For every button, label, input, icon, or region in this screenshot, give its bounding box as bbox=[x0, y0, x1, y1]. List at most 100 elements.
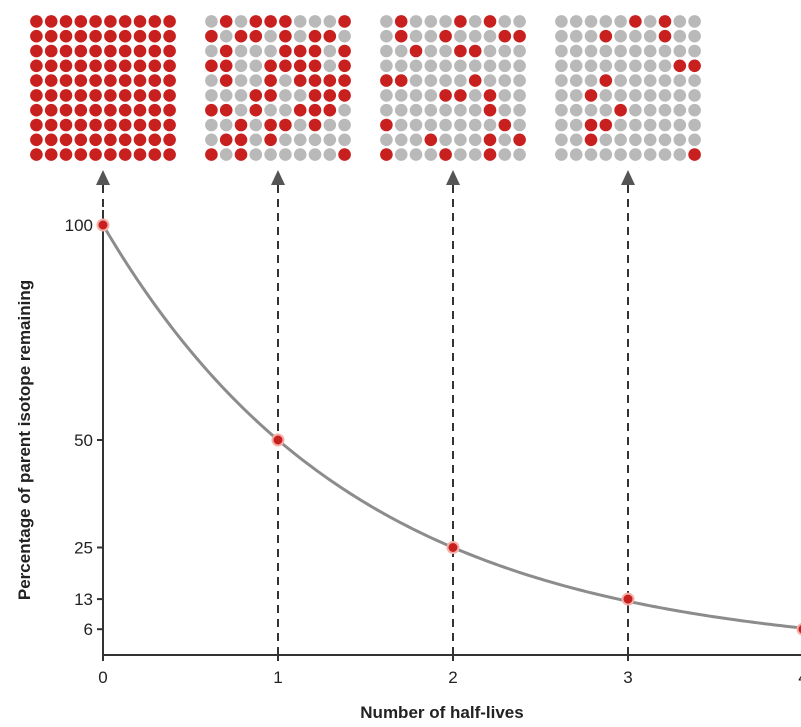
daughter-atom bbox=[424, 29, 438, 43]
y-tick-label: 25 bbox=[74, 539, 93, 558]
parent-atom bbox=[163, 59, 176, 73]
daughter-atom bbox=[555, 74, 568, 87]
parent-atom bbox=[483, 89, 497, 102]
daughter-atom bbox=[323, 15, 337, 28]
parent-atom bbox=[44, 44, 58, 58]
parent-atom bbox=[234, 29, 248, 43]
parent-atom bbox=[89, 89, 102, 102]
parent-atom bbox=[74, 29, 88, 43]
x-tick-label: 3 bbox=[623, 668, 632, 687]
atom-grids bbox=[30, 15, 701, 161]
daughter-atom bbox=[439, 59, 452, 73]
parent-atom bbox=[599, 118, 613, 132]
parent-atom bbox=[74, 148, 88, 161]
daughter-atom bbox=[468, 133, 482, 147]
parent-atom bbox=[279, 59, 292, 73]
parent-atom bbox=[30, 74, 43, 87]
parent-atom bbox=[338, 74, 351, 87]
parent-atom bbox=[89, 44, 102, 58]
daughter-atom bbox=[293, 15, 307, 28]
parent-atom bbox=[308, 89, 322, 102]
daughter-atom bbox=[424, 118, 438, 132]
daughter-atom bbox=[513, 15, 526, 28]
parent-atom bbox=[439, 29, 452, 43]
daughter-atom bbox=[555, 103, 568, 117]
daughter-atom bbox=[409, 15, 423, 28]
parent-atom bbox=[219, 133, 233, 147]
parent-atom bbox=[74, 118, 88, 132]
parent-atom bbox=[118, 15, 132, 28]
daughter-atom bbox=[454, 148, 467, 161]
parent-atom bbox=[599, 29, 613, 43]
daughter-atom bbox=[569, 15, 583, 28]
daughter-atom bbox=[614, 59, 627, 73]
parent-atom bbox=[118, 44, 132, 58]
daughter-atom bbox=[234, 89, 248, 102]
daughter-atom bbox=[555, 59, 568, 73]
data-point bbox=[446, 541, 460, 554]
daughter-atom bbox=[643, 148, 657, 161]
parent-atom bbox=[148, 89, 162, 102]
daughter-atom bbox=[584, 44, 598, 58]
parent-atom bbox=[118, 74, 132, 87]
daughter-atom bbox=[614, 29, 627, 43]
x-tick-label: 4 bbox=[798, 668, 801, 687]
daughter-atom bbox=[555, 133, 568, 147]
parent-atom bbox=[454, 15, 467, 28]
parent-atom bbox=[409, 44, 423, 58]
parent-atom bbox=[104, 15, 117, 28]
parent-atom bbox=[658, 29, 672, 43]
daughter-atom bbox=[234, 15, 248, 28]
parent-atom bbox=[380, 118, 393, 132]
daughter-atom bbox=[555, 89, 568, 102]
daughter-atom bbox=[380, 15, 393, 28]
daughter-atom bbox=[234, 74, 248, 87]
parent-atom bbox=[118, 29, 132, 43]
daughter-atom bbox=[483, 74, 497, 87]
daughter-atom bbox=[279, 148, 292, 161]
daughter-atom bbox=[424, 44, 438, 58]
parent-atom bbox=[74, 44, 88, 58]
daughter-atom bbox=[688, 133, 701, 147]
daughter-atom bbox=[629, 74, 642, 87]
parent-atom bbox=[249, 103, 263, 117]
parent-atom bbox=[74, 133, 88, 147]
daughter-atom bbox=[643, 15, 657, 28]
guide-arrowhead bbox=[621, 170, 635, 185]
daughter-atom bbox=[498, 89, 512, 102]
parent-atom bbox=[380, 74, 393, 87]
y-tick-label: 13 bbox=[74, 590, 93, 609]
parent-atom bbox=[59, 29, 73, 43]
daughter-atom bbox=[380, 29, 393, 43]
daughter-atom bbox=[394, 89, 408, 102]
parent-atom bbox=[249, 29, 263, 43]
parent-atom bbox=[308, 59, 322, 73]
daughter-atom bbox=[205, 15, 218, 28]
parent-atom bbox=[584, 133, 598, 147]
daughter-atom bbox=[205, 44, 218, 58]
parent-atom bbox=[293, 59, 307, 73]
daughter-atom bbox=[569, 44, 583, 58]
daughter-atom bbox=[279, 74, 292, 87]
parent-atom bbox=[658, 15, 672, 28]
x-axis-label: Number of half-lives bbox=[360, 703, 523, 722]
daughter-atom bbox=[205, 74, 218, 87]
parent-atom bbox=[44, 103, 58, 117]
daughter-atom bbox=[629, 29, 642, 43]
parent-atom bbox=[30, 118, 43, 132]
daughter-atom bbox=[658, 89, 672, 102]
guide-arrowhead bbox=[96, 170, 110, 185]
parent-atom bbox=[293, 74, 307, 87]
daughter-atom bbox=[439, 118, 452, 132]
parent-atom bbox=[249, 89, 263, 102]
daughter-atom bbox=[234, 103, 248, 117]
daughter-atom bbox=[483, 44, 497, 58]
daughter-atom bbox=[468, 118, 482, 132]
daughter-atom bbox=[614, 74, 627, 87]
parent-atom bbox=[118, 133, 132, 147]
daughter-atom bbox=[599, 15, 613, 28]
daughter-atom bbox=[555, 44, 568, 58]
parent-atom bbox=[89, 74, 102, 87]
parent-atom bbox=[104, 59, 117, 73]
parent-atom bbox=[439, 148, 452, 161]
